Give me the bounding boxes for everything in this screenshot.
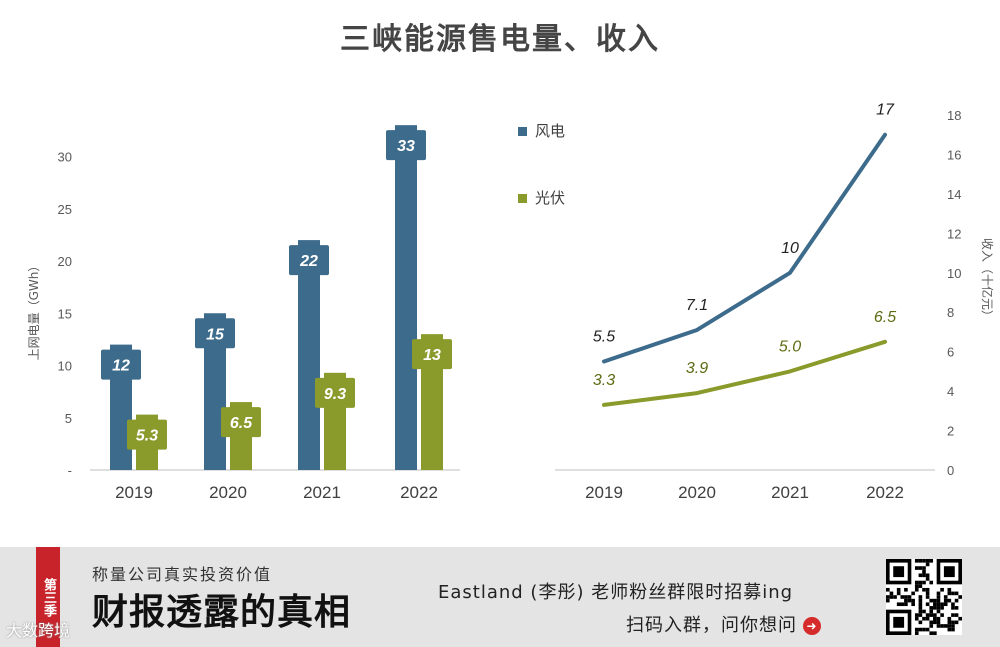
legend-label: 风电 [535,122,565,140]
bar-label-badge [101,349,141,380]
bar-y-tick: - [68,463,72,478]
line-y-tick: 2 [947,424,954,439]
bar-wind-2020 [204,313,226,470]
bar-data-label: 33 [397,138,415,155]
line-y-tick: 12 [947,226,961,241]
line-data-label: 7.1 [686,297,708,314]
bar-data-label: 12 [112,358,130,375]
bar-label-badge [315,377,355,408]
bar-y-tick: 15 [58,306,72,321]
chart-title: 三峡能源售电量、收入 [340,22,660,57]
bar-label-badge [221,407,261,438]
bar-data-label: 6.5 [230,415,253,432]
line-data-label: 17 [876,102,895,119]
bar-x-tick: 2020 [209,483,247,502]
line-series-wind [602,132,887,364]
bar-y-axis-title: 上网电量（GWh） [27,260,41,361]
line-x-tick: 2021 [771,483,809,502]
line-data-label: 3.9 [686,360,708,377]
bar-label-badge [289,245,329,276]
bar-label-badge [412,339,452,370]
legend-swatch [518,194,527,203]
bar-data-label: 13 [423,347,441,364]
bar-wind-2021 [298,240,320,470]
bar-y-tick: 30 [58,150,72,165]
bar-y-tick: 20 [58,254,72,269]
bar-data-label: 9.3 [324,386,346,403]
line-series-solar [602,339,887,407]
join-group-link[interactable]: 扫码入群，问你想问 ➜ [626,611,821,637]
line-chart: 0 2 4 6 8 10 12 14 16 18 收入（十亿元） 2019 2020 2021 2022 5.… [555,102,995,502]
line-x-tick: 2019 [585,483,623,502]
bar-label-badge [386,130,426,161]
line-y-tick: 6 [947,345,954,360]
bar-data-label: 15 [206,326,225,343]
legend-label: 光伏 [535,189,565,207]
bar-label-badge [195,318,235,349]
charts-svg: -51015202530上网电量（GWh）2019125.32020156.52… [27,102,995,502]
bar-label-badge [127,419,167,450]
line-data-label: 5.0 [779,338,801,355]
arrow-right-icon: ➜ [803,617,821,635]
bar-wind-2022 [395,125,417,471]
qr-code-icon[interactable] [886,559,962,635]
season-badge: 第三季 [36,547,60,647]
line-y-tick: 18 [947,108,961,123]
bar-x-tick: 2021 [303,483,341,502]
line-data-label: 10 [781,240,799,257]
recruit-text: Eastland (李彤) 老师粉丝群限时招募ing [438,582,794,603]
banner-slogan: 称量公司真实投资价值 [92,565,273,584]
line-y-tick: 16 [947,147,961,162]
line-x-tick: 2020 [678,483,716,502]
line-data-label: 3.3 [593,372,615,389]
bar-y-tick: 10 [58,359,72,374]
cta-text: 扫码入群，问你想问 [626,615,797,636]
line-y-tick: 8 [947,305,954,320]
promo-banner: 第三季 称量公司真实投资价值 财报透露的真相 Eastland (李彤) 老师粉… [0,547,1000,647]
bar-x-tick: 2019 [115,483,153,502]
watermark: 大数跨境 [6,621,71,640]
bar-chart: - 5 10 15 20 25 30 上网电量（GWh） 2019 12 5.3 2020 15 6.5 2… [27,125,460,502]
bar-data-label: 22 [299,253,318,270]
line-y-tick: 0 [947,463,954,478]
line-y-tick: 4 [947,384,954,399]
line-data-label: 6.5 [874,309,896,326]
legend-swatch [518,127,527,136]
line-y-axis-title: 收入（十亿元） [980,238,995,322]
bar-data-label: 5.3 [136,428,158,445]
bar-y-tick: 25 [58,202,72,217]
line-data-label: 5.5 [593,329,615,346]
line-y-tick: 10 [947,266,961,281]
bar-x-tick: 2022 [400,483,438,502]
line-y-tick: 14 [947,187,961,202]
bar-y-tick: 5 [65,411,72,426]
line-x-tick: 2022 [866,483,904,502]
banner-headline: 财报透露的真相 [92,591,352,633]
